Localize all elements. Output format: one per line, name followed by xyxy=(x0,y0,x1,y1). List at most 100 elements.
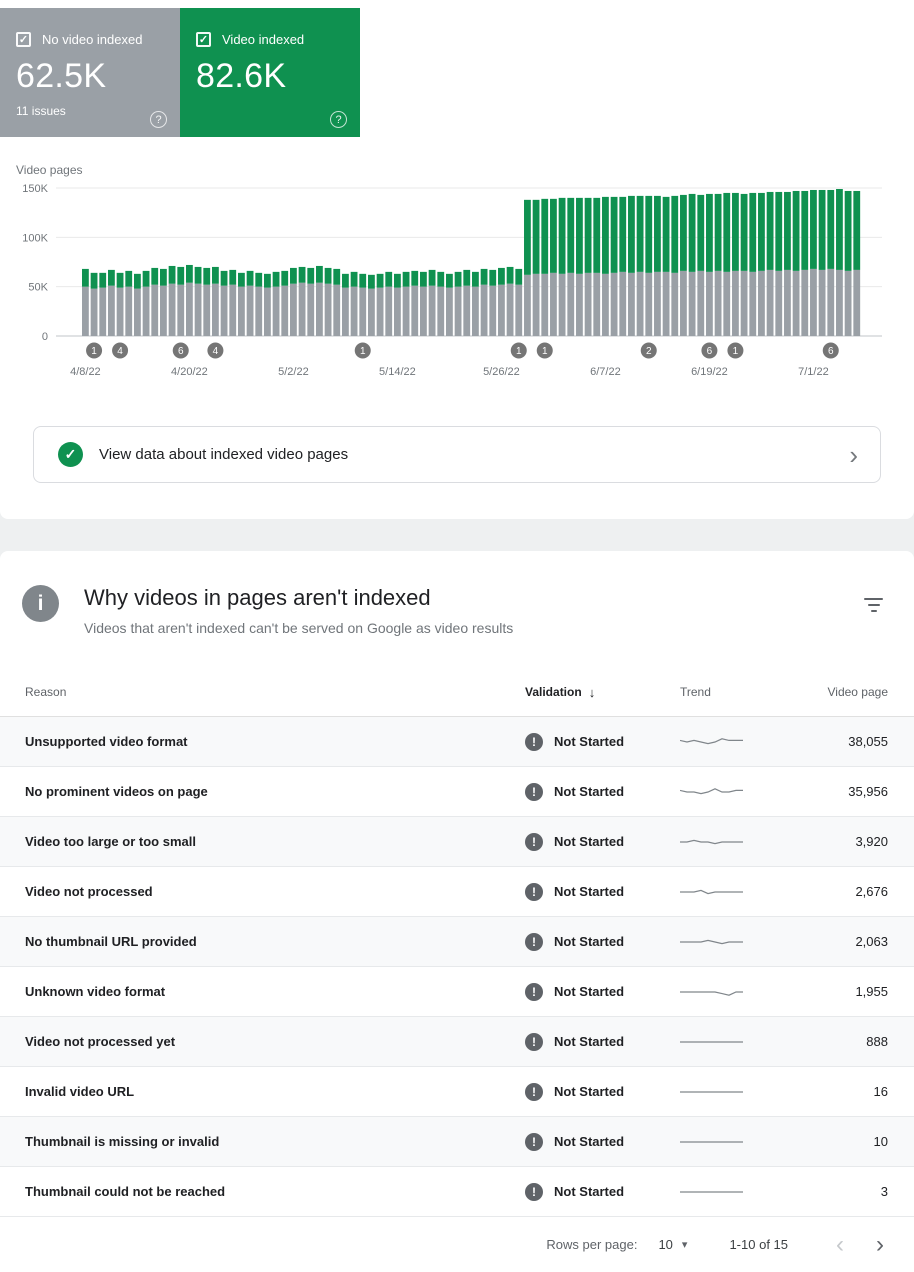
help-icon[interactable]: ? xyxy=(330,111,347,128)
svg-text:1: 1 xyxy=(360,346,366,357)
rows-per-page-label: Rows per page: xyxy=(546,1237,638,1252)
view-indexed-data-link[interactable]: ✓ View data about indexed video pages › xyxy=(33,426,881,483)
filter-icon[interactable] xyxy=(861,595,886,615)
table-row[interactable]: Video not processed yet ! Not Started 88… xyxy=(0,1017,914,1067)
reason-label: Invalid video URL xyxy=(25,1084,135,1099)
svg-text:6/7/22: 6/7/22 xyxy=(590,366,621,378)
validation-status: Not Started xyxy=(554,984,625,999)
svg-text:1: 1 xyxy=(91,346,97,357)
table-row[interactable]: Thumbnail is missing or invalid ! Not St… xyxy=(0,1117,914,1167)
column-header-validation[interactable]: Validation ↓ xyxy=(525,685,680,700)
info-icon: i xyxy=(22,585,59,622)
video-page-count: 35,956 xyxy=(848,784,888,799)
stat-card-header: ✓ No video indexed xyxy=(16,32,164,47)
chart-axis-title: Video pages xyxy=(16,163,83,177)
table-row[interactable]: No prominent videos on page ! Not Starte… xyxy=(0,767,914,817)
error-exclamation-icon: ! xyxy=(525,932,543,951)
filter-line xyxy=(870,610,877,612)
stat-card-label: Video indexed xyxy=(222,32,305,47)
pagination-range: 1-10 of 15 xyxy=(729,1237,788,1252)
check-circle-icon: ✓ xyxy=(58,442,83,467)
validation-status: Not Started xyxy=(554,1084,625,1099)
svg-text:4: 4 xyxy=(117,346,123,357)
error-exclamation-icon: ! xyxy=(525,1082,543,1101)
checkbox-checked-icon[interactable]: ✓ xyxy=(16,32,31,47)
table-row[interactable]: Video too large or too small ! Not Start… xyxy=(0,817,914,867)
caret-down-icon: ▾ xyxy=(681,1239,688,1251)
filter-line xyxy=(867,604,880,606)
validation-cell: ! Not Started xyxy=(525,982,680,1001)
error-exclamation-icon: ! xyxy=(525,1182,543,1201)
rows-per-page-select[interactable]: 10 ▾ xyxy=(658,1237,687,1252)
column-header-trend[interactable]: Trend xyxy=(680,685,711,699)
column-header-video-page[interactable]: Video page xyxy=(827,685,888,699)
table-row[interactable]: No thumbnail URL provided ! Not Started … xyxy=(0,917,914,967)
svg-text:5/14/22: 5/14/22 xyxy=(379,366,416,378)
status-cards: ✓ No video indexed 62.5K 11 issues ? ✓ V… xyxy=(0,0,914,137)
validation-status: Not Started xyxy=(554,1134,625,1149)
validation-cell: ! Not Started xyxy=(525,1132,680,1151)
error-exclamation-icon: ! xyxy=(525,732,543,751)
video-page-count: 38,055 xyxy=(848,734,888,749)
validation-status: Not Started xyxy=(554,784,625,799)
filter-line xyxy=(864,598,883,600)
reason-label: Unsupported video format xyxy=(25,734,188,749)
table-body: Unsupported video format ! Not Started 3… xyxy=(0,717,914,1217)
reason-label: No thumbnail URL provided xyxy=(25,934,197,949)
svg-text:5/2/22: 5/2/22 xyxy=(278,366,309,378)
table-row[interactable]: Unknown video format ! Not Started 1,955 xyxy=(0,967,914,1017)
stat-card-video-indexed[interactable]: ✓ Video indexed 82.6K ? xyxy=(180,8,360,137)
section-subtitle: Videos that aren't indexed can't be serv… xyxy=(84,620,514,636)
stat-card-value: 82.6K xyxy=(196,57,287,95)
trend-sparkline xyxy=(680,881,790,903)
video-page-count: 3,920 xyxy=(855,834,888,849)
validation-status: Not Started xyxy=(554,1184,625,1199)
reason-label: Thumbnail could not be reached xyxy=(25,1184,226,1199)
why-not-indexed-panel: i Why videos in pages aren't indexed Vid… xyxy=(0,551,914,1272)
reason-label: Thumbnail is missing or invalid xyxy=(25,1134,220,1149)
svg-text:6: 6 xyxy=(828,346,834,357)
video-indexing-report-panel: ✓ No video indexed 62.5K 11 issues ? ✓ V… xyxy=(0,0,914,519)
stat-card-value: 62.5K xyxy=(16,57,107,95)
rows-per-page-value: 10 xyxy=(658,1237,673,1252)
previous-page-button[interactable]: ‹ xyxy=(836,1230,844,1258)
trend-sparkline xyxy=(680,1131,790,1153)
svg-text:4: 4 xyxy=(213,346,219,357)
pagination-bar: Rows per page: 10 ▾ 1-10 of 15 ‹ › xyxy=(0,1217,914,1272)
reason-label: Unknown video format xyxy=(25,984,166,999)
section-header: i Why videos in pages aren't indexed Vid… xyxy=(0,551,914,636)
stat-card-label: No video indexed xyxy=(42,32,143,47)
trend-sparkline xyxy=(680,931,790,953)
video-pages-stacked-bar-chart: 150K 100K 50K 0 1 4 6 4 1 1 1 2 6 1 6 4/8/22 4/20/22 5/2/… xyxy=(22,183,882,378)
svg-text:150K: 150K xyxy=(22,183,48,195)
svg-text:1: 1 xyxy=(542,346,548,357)
svg-text:7/1/22: 7/1/22 xyxy=(798,366,829,378)
error-exclamation-icon: ! xyxy=(525,1132,543,1151)
error-exclamation-icon: ! xyxy=(525,982,543,1001)
next-page-button[interactable]: › xyxy=(876,1230,884,1258)
video-page-count: 10 xyxy=(873,1134,888,1149)
error-exclamation-icon: ! xyxy=(525,882,543,901)
validation-status: Not Started xyxy=(554,1034,625,1049)
table-row[interactable]: Unsupported video format ! Not Started 3… xyxy=(0,717,914,767)
svg-text:6: 6 xyxy=(707,346,713,357)
column-header-reason[interactable]: Reason xyxy=(25,685,67,699)
svg-text:100K: 100K xyxy=(22,232,48,244)
reason-label: Video not processed xyxy=(25,884,153,899)
stat-card-issue-count: 11 issues xyxy=(16,104,66,118)
trend-sparkline xyxy=(680,1081,790,1103)
svg-text:5/26/22: 5/26/22 xyxy=(483,366,520,378)
validation-cell: ! Not Started xyxy=(525,1082,680,1101)
trend-sparkline xyxy=(680,981,790,1003)
table-row[interactable]: Thumbnail could not be reached ! Not Sta… xyxy=(0,1167,914,1217)
stat-card-no-video-indexed[interactable]: ✓ No video indexed 62.5K 11 issues ? xyxy=(0,8,180,137)
reason-label: Video not processed yet xyxy=(25,1034,176,1049)
validation-status: Not Started xyxy=(554,934,625,949)
help-icon[interactable]: ? xyxy=(150,111,167,128)
checkbox-checked-icon[interactable]: ✓ xyxy=(196,32,211,47)
table-row[interactable]: Video not processed ! Not Started 2,676 xyxy=(0,867,914,917)
validation-cell: ! Not Started xyxy=(525,782,680,801)
svg-text:6/19/22: 6/19/22 xyxy=(691,366,728,378)
svg-text:1: 1 xyxy=(733,346,739,357)
table-row[interactable]: Invalid video URL ! Not Started 16 xyxy=(0,1067,914,1117)
